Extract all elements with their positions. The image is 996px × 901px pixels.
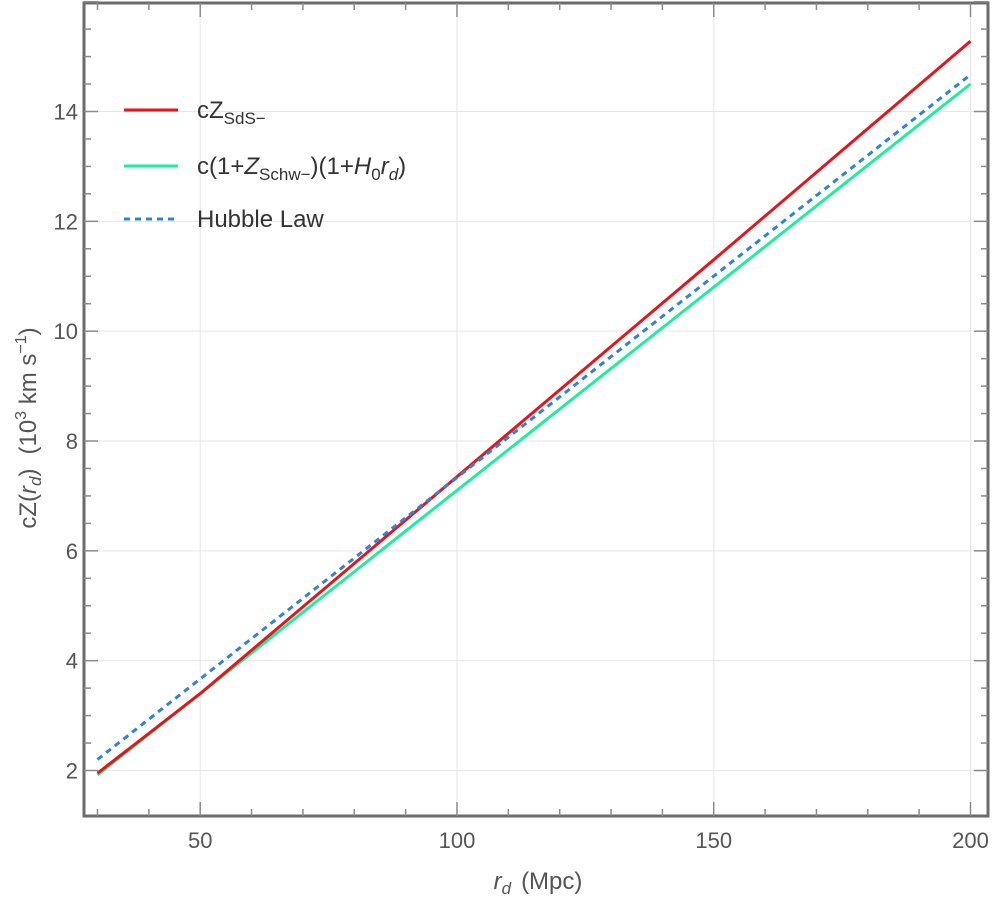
legend-label-schw: c(1+ZSchw−)(1+H0rd) bbox=[197, 153, 406, 184]
y-axis-var-sub: d bbox=[26, 476, 45, 486]
y-tick-label: 2 bbox=[66, 759, 78, 784]
y-axis-var: r bbox=[15, 485, 42, 494]
plot-frame bbox=[82, 1, 990, 818]
y-tick-label: 4 bbox=[66, 649, 78, 674]
x-tick-label: 100 bbox=[439, 828, 476, 853]
series-line-sds bbox=[96, 40, 972, 775]
x-axis-title: rd (Mpc) bbox=[494, 868, 583, 898]
y-tick-label: 8 bbox=[66, 429, 78, 454]
x-tick-label: 150 bbox=[695, 828, 732, 853]
legend: cZSdS− c(1+ZSchw−)(1+H0rd) Hubble Law bbox=[124, 97, 406, 233]
legend-label-sds: cZSdS− bbox=[197, 97, 266, 128]
y-axis-unit-mid: km s bbox=[15, 354, 42, 411]
y-axis-pre: cZ( bbox=[15, 494, 42, 529]
y-tick-label: 14 bbox=[54, 100, 78, 125]
y-tick-label: 12 bbox=[54, 209, 78, 234]
series-group bbox=[96, 40, 972, 777]
series-line-schw bbox=[96, 82, 972, 777]
series-line-hubble bbox=[96, 73, 972, 761]
x-tick-label: 50 bbox=[188, 828, 212, 853]
y-axis-title: cZ(rd) (103 km s−1) bbox=[13, 327, 45, 528]
grid-lines bbox=[84, 3, 988, 816]
y-axis-unit-pre: (10 bbox=[15, 420, 42, 455]
ticks bbox=[84, 0, 988, 816]
tick-labels: 50 100 150 200 2 4 6 8 10 12 14 bbox=[54, 100, 989, 854]
y-axis-post: ) bbox=[15, 469, 42, 477]
y-axis-unit-exp: 3 bbox=[13, 411, 30, 420]
y-axis-unit-post: ) bbox=[15, 327, 42, 335]
y-tick-label: 10 bbox=[54, 319, 78, 344]
y-axis-unit-exp2: −1 bbox=[13, 335, 30, 353]
legend-label-hubble: Hubble Law bbox=[197, 206, 324, 233]
x-tick-label: 200 bbox=[952, 828, 989, 853]
x-axis-var-sub: d bbox=[502, 879, 512, 898]
y-tick-label: 6 bbox=[66, 539, 78, 564]
x-axis-var: r bbox=[494, 868, 503, 895]
x-axis-unit: (Mpc) bbox=[521, 868, 582, 895]
